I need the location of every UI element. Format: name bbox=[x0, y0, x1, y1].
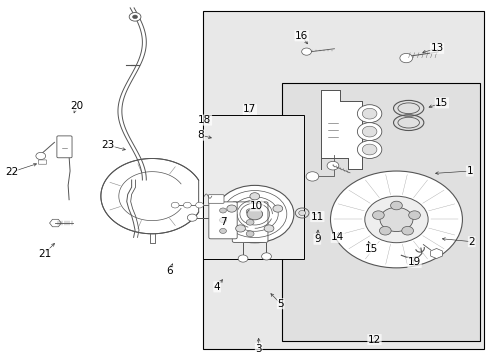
Circle shape bbox=[220, 218, 226, 223]
Text: 16: 16 bbox=[295, 31, 308, 41]
Circle shape bbox=[220, 228, 226, 233]
Circle shape bbox=[372, 211, 384, 220]
Text: 19: 19 bbox=[408, 257, 421, 267]
Text: 3: 3 bbox=[255, 343, 262, 354]
Circle shape bbox=[133, 15, 138, 19]
Circle shape bbox=[250, 193, 260, 200]
Circle shape bbox=[302, 48, 312, 55]
Circle shape bbox=[36, 152, 46, 159]
Circle shape bbox=[238, 255, 248, 262]
Text: 4: 4 bbox=[214, 282, 220, 292]
Text: 18: 18 bbox=[198, 115, 212, 125]
Polygon shape bbox=[49, 219, 61, 227]
Circle shape bbox=[246, 231, 254, 237]
Circle shape bbox=[365, 196, 428, 243]
Circle shape bbox=[331, 171, 463, 268]
Circle shape bbox=[362, 126, 377, 137]
Polygon shape bbox=[101, 158, 198, 234]
Circle shape bbox=[129, 13, 141, 21]
Circle shape bbox=[357, 123, 382, 140]
Text: 15: 15 bbox=[435, 98, 448, 108]
Bar bbox=[282, 83, 480, 341]
Text: 12: 12 bbox=[368, 334, 381, 345]
Circle shape bbox=[216, 185, 294, 243]
Bar bbox=[203, 12, 485, 348]
Text: 8: 8 bbox=[197, 130, 204, 140]
Circle shape bbox=[187, 214, 197, 221]
Circle shape bbox=[262, 253, 271, 260]
Circle shape bbox=[246, 209, 254, 215]
Circle shape bbox=[247, 208, 263, 220]
Text: 10: 10 bbox=[250, 201, 263, 211]
Text: 21: 21 bbox=[38, 248, 51, 258]
Text: 1: 1 bbox=[466, 166, 473, 176]
Circle shape bbox=[264, 225, 274, 232]
Circle shape bbox=[402, 226, 414, 235]
Circle shape bbox=[183, 202, 191, 208]
Text: 14: 14 bbox=[331, 232, 344, 242]
Text: 6: 6 bbox=[166, 266, 172, 276]
Bar bbox=[203, 116, 304, 259]
Polygon shape bbox=[321, 90, 362, 169]
Text: 7: 7 bbox=[220, 217, 226, 227]
Text: 23: 23 bbox=[101, 140, 115, 150]
Circle shape bbox=[327, 161, 339, 170]
Circle shape bbox=[227, 205, 237, 212]
Circle shape bbox=[171, 202, 179, 208]
Circle shape bbox=[362, 108, 377, 119]
Circle shape bbox=[400, 53, 413, 63]
Circle shape bbox=[409, 211, 420, 220]
Circle shape bbox=[236, 225, 245, 232]
Circle shape bbox=[299, 211, 306, 216]
FancyBboxPatch shape bbox=[208, 195, 224, 203]
Text: 20: 20 bbox=[70, 101, 83, 111]
FancyBboxPatch shape bbox=[57, 136, 72, 158]
Text: 5: 5 bbox=[277, 299, 284, 309]
Circle shape bbox=[362, 144, 377, 155]
Text: 15: 15 bbox=[365, 244, 378, 254]
Circle shape bbox=[273, 205, 283, 212]
Circle shape bbox=[357, 140, 382, 158]
Circle shape bbox=[380, 207, 413, 231]
Text: 11: 11 bbox=[311, 212, 324, 221]
FancyBboxPatch shape bbox=[38, 160, 47, 164]
FancyBboxPatch shape bbox=[209, 202, 237, 239]
Text: 13: 13 bbox=[430, 44, 443, 53]
Text: 2: 2 bbox=[468, 237, 475, 247]
Circle shape bbox=[306, 172, 319, 181]
Circle shape bbox=[246, 220, 254, 225]
Text: 9: 9 bbox=[314, 234, 320, 244]
Circle shape bbox=[357, 105, 382, 123]
FancyBboxPatch shape bbox=[232, 202, 268, 242]
Text: 22: 22 bbox=[5, 167, 18, 177]
Circle shape bbox=[196, 202, 203, 208]
Circle shape bbox=[220, 208, 226, 213]
Text: 17: 17 bbox=[243, 104, 256, 114]
Circle shape bbox=[379, 226, 391, 235]
Circle shape bbox=[391, 201, 402, 210]
